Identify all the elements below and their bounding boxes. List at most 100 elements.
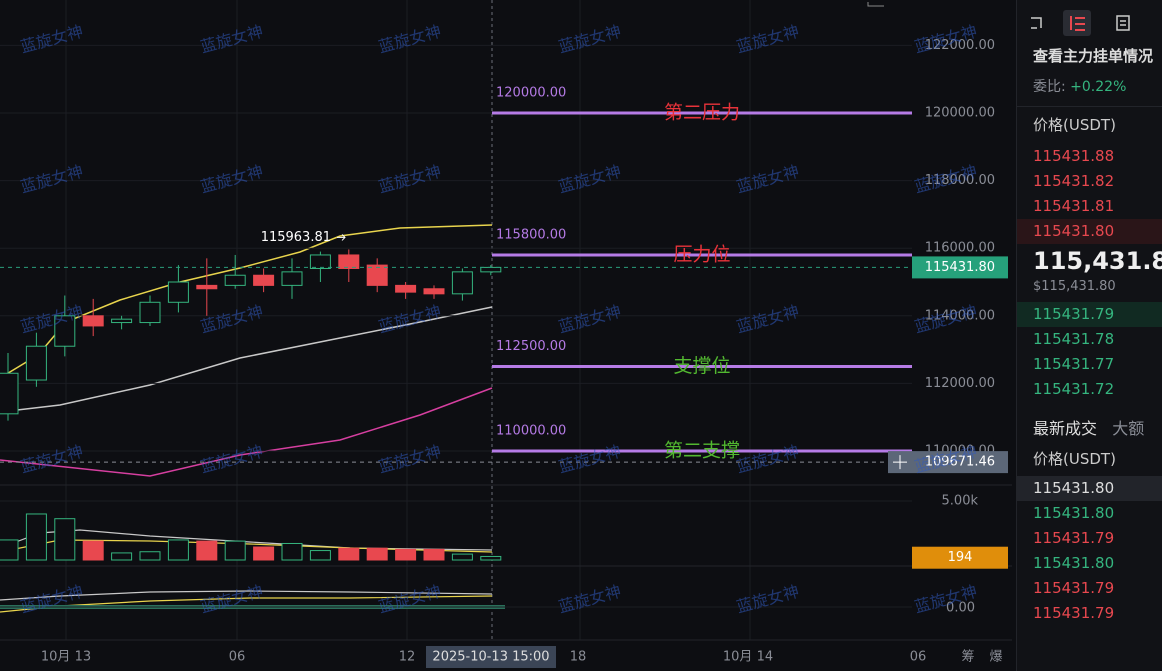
candle-body — [423, 288, 445, 295]
order-panel: 查看主力挂单情况 委比: +0.22% 价格(USDT) 115431.88 11… — [1016, 0, 1162, 671]
candle-body — [395, 284, 417, 293]
ma-line — [0, 224, 493, 379]
toolbar-icons — [1031, 10, 1130, 36]
trade-price: 115431.80 — [1033, 504, 1115, 522]
candle-body — [451, 271, 473, 295]
high-label: 115963.81 — [261, 230, 331, 245]
level-price: 120000.00 — [496, 86, 566, 101]
time-highlight — [426, 646, 556, 668]
volume-bar — [253, 546, 275, 561]
ask-price: 115431.80 — [1017, 219, 1162, 244]
divider — [1017, 106, 1162, 107]
level-name: 压力位 — [673, 243, 730, 265]
ask-price: 115431.82 — [1033, 172, 1115, 190]
ind-line — [0, 590, 493, 601]
candle-body — [253, 274, 275, 286]
volume-bar — [54, 518, 76, 561]
level-price: 115800.00 — [496, 227, 566, 242]
ask-price: 115431.81 — [1033, 197, 1115, 215]
x-tick-label: 2025-10-13 15:00 — [432, 650, 549, 665]
crosshair-plus — [893, 455, 907, 470]
volume-bar — [281, 542, 303, 561]
volume-bar — [338, 547, 360, 561]
trades: 115431.80 115431.80 115431.79 115431.80 1154… — [1017, 476, 1162, 626]
candle-body — [309, 254, 331, 269]
volume-badge — [912, 546, 1008, 569]
tool-button[interactable]: 爆 — [989, 650, 1002, 665]
trade-price: 115431.79 — [1033, 579, 1115, 597]
y-tick-label: 5.00k — [942, 494, 979, 509]
candle-body — [0, 372, 19, 415]
crosshair-label: 109671.46 — [925, 455, 995, 470]
volume-bar — [139, 551, 161, 561]
volume-bar — [196, 540, 218, 561]
spacer — [1017, 402, 1162, 416]
tool-button[interactable]: 筹 — [961, 649, 974, 665]
icon[interactable] — [1116, 15, 1130, 31]
last-price: 115,431.80 — [1033, 247, 1162, 275]
candle-body — [25, 345, 47, 381]
candle-body — [111, 318, 133, 324]
ma-line — [0, 387, 493, 477]
price-header: 价格(USDT) — [1033, 116, 1116, 134]
ma-line — [0, 306, 493, 413]
x-tick-label: 06 — [229, 650, 246, 665]
candle-body — [54, 315, 76, 347]
tabs: 最新成交 大额 — [1017, 416, 1162, 441]
last-price-badge — [912, 256, 1008, 279]
level-price: 112500.00 — [496, 339, 566, 354]
volume-bar — [309, 550, 331, 561]
y-tick-label: 118000.00 — [925, 173, 995, 188]
volume-bar — [423, 548, 445, 561]
asks: 115431.88 115431.82 115431.81 115431.80 — [1017, 144, 1162, 244]
trade-price: 115431.80 — [1033, 554, 1115, 572]
icon — [1070, 16, 1085, 31]
bid-price: 115431.77 — [1033, 355, 1115, 373]
x-tick-label: 18 — [570, 650, 587, 665]
high-arrow — [337, 234, 346, 241]
bids: 115431.79 115431.78 115431.77 115431.72 — [1017, 302, 1162, 402]
ratio: +0.22% — [1070, 79, 1127, 95]
volume-bar — [395, 548, 417, 561]
y-tick-label: 116000.00 — [925, 241, 995, 256]
volume-bar — [0, 539, 19, 561]
chart-bg — [0, 0, 1012, 671]
level-name: 支撑位 — [673, 355, 730, 377]
last-price-usd: $115,431.80 — [1033, 279, 1116, 294]
volume-bar — [451, 553, 473, 561]
last-price-label: 115431.80 — [925, 260, 995, 275]
y-tick-label: 0.00 — [946, 601, 975, 616]
panel-title[interactable]: 查看主力挂单情况 — [1033, 47, 1154, 65]
volume-bar — [224, 540, 246, 561]
volume-bar — [480, 555, 502, 561]
volume-bar — [25, 513, 47, 561]
y-tick-label: 122000.00 — [925, 38, 995, 53]
ratio-row: 委比: +0.22% — [1017, 75, 1162, 100]
x-tick-label: 10月 14 — [723, 650, 773, 665]
candle-body — [224, 274, 246, 286]
bid-price: 115431.78 — [1033, 330, 1115, 348]
bid-price: 115431.79 — [1017, 302, 1162, 327]
icon — [1031, 17, 1042, 29]
tab[interactable]: 大额 — [1112, 419, 1145, 438]
candle-body — [366, 264, 388, 286]
x-tick-label: 06 — [910, 650, 927, 665]
level-price: 110000.00 — [496, 424, 566, 439]
toolbar — [1017, 0, 1162, 44]
candle-body — [338, 254, 360, 269]
trade-price: 115431.79 — [1033, 604, 1115, 622]
chart: 122000.00 120000.00 118000.00 116000.00 1140… — [0, 0, 1012, 671]
volume-bar — [366, 547, 388, 561]
volume-bar — [111, 552, 133, 561]
volume-current: 194 — [948, 550, 973, 565]
trade-price: 115431.80 — [1017, 476, 1162, 501]
bid-price: 115431.72 — [1033, 380, 1115, 398]
x-tick-label: 10月 13 — [41, 650, 91, 665]
tab[interactable]: 最新成交 — [1033, 419, 1098, 438]
ratio-label: 委比: — [1033, 79, 1066, 95]
y-tick-label: 114000.00 — [925, 308, 995, 323]
icon — [867, 2, 884, 7]
x-tick-label: 12 — [399, 650, 416, 665]
ask-price: 115431.88 — [1033, 147, 1115, 165]
